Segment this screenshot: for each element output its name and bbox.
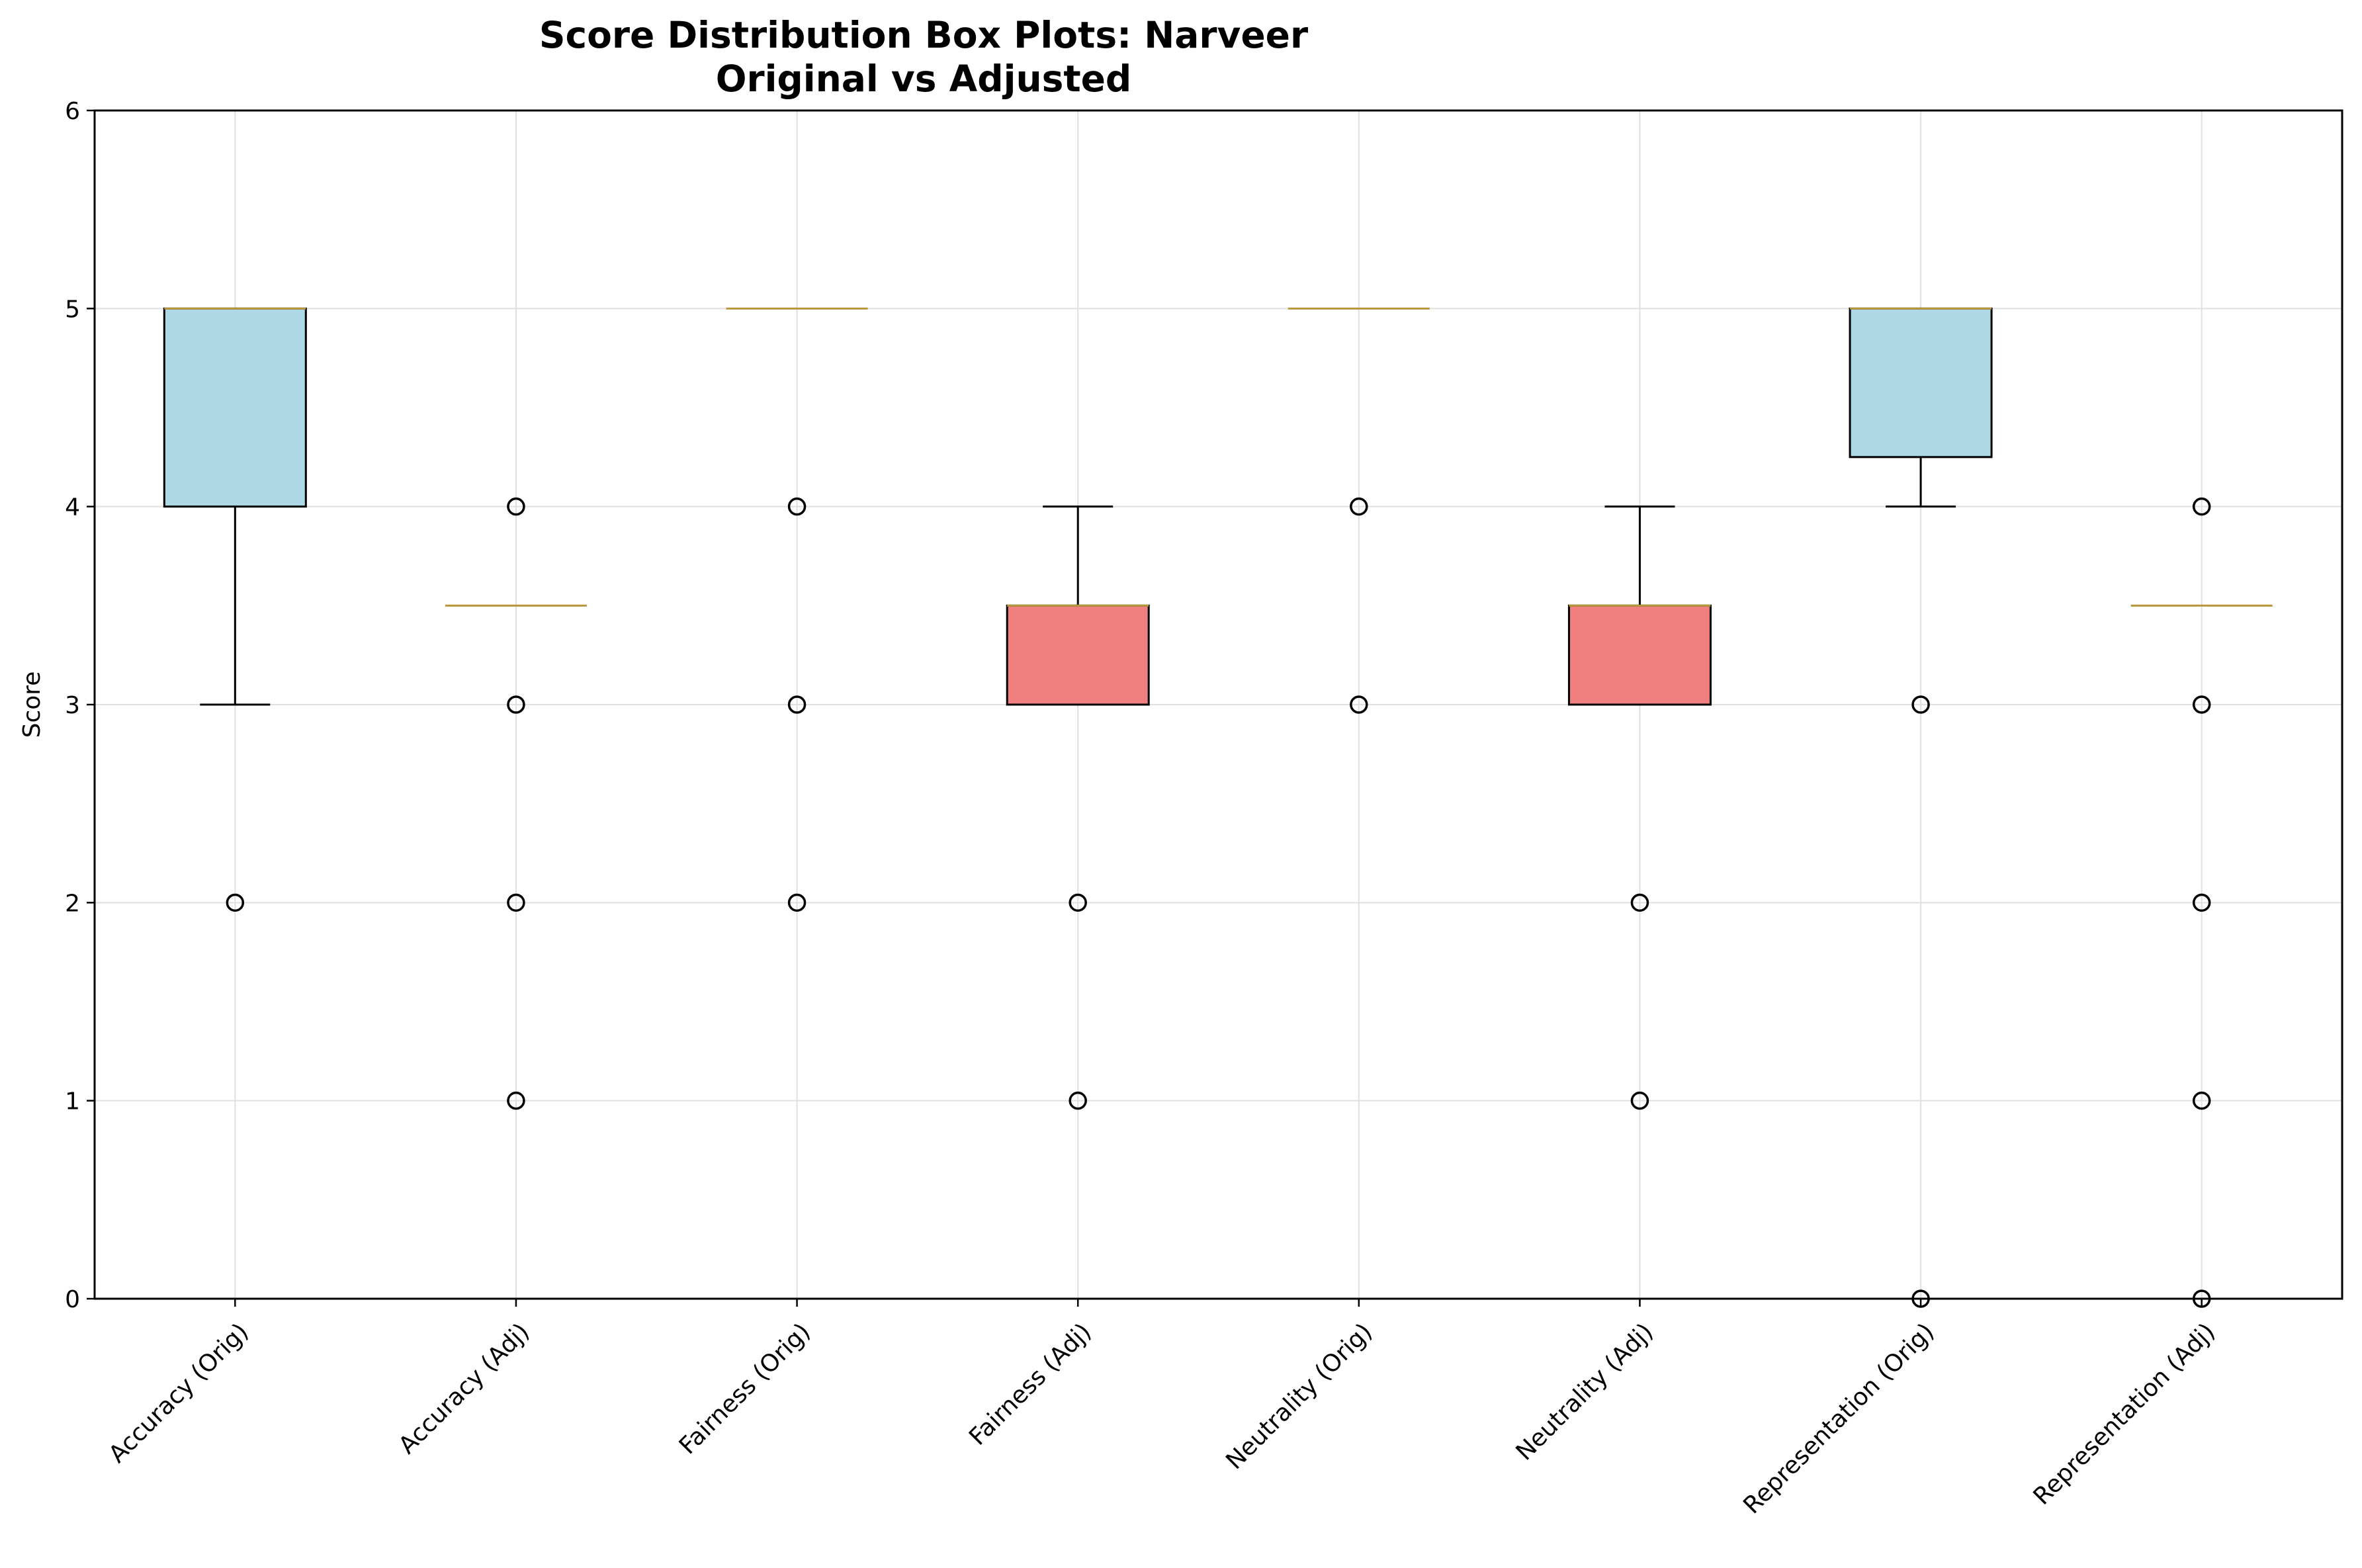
- outlier-point: [507, 497, 525, 516]
- outlier-point: [1069, 893, 1087, 912]
- chart-title: Score Distribution Box Plots: Narveer: [539, 14, 1308, 56]
- box-group: [1006, 505, 1150, 1110]
- x-tick-label: Neutrality (Adj): [1511, 1318, 1659, 1465]
- x-tick-label: Representation (Adj): [2029, 1318, 2220, 1510]
- y-tick-label: 3: [65, 692, 80, 719]
- y-tick-label: 6: [65, 98, 80, 125]
- outlier-point: [787, 893, 807, 912]
- x-tick-label: Accuracy (Orig): [104, 1318, 254, 1468]
- box-group: [445, 497, 587, 1110]
- box-layer: [163, 307, 2273, 1308]
- y-tick-label: 2: [65, 890, 80, 917]
- chart-subtitle: Original vs Adjusted: [716, 58, 1132, 100]
- y-tick-label: 0: [65, 1286, 80, 1313]
- outlier-point: [1630, 893, 1649, 912]
- box-body: [163, 307, 307, 508]
- x-tick-label: Accuracy (Adj): [394, 1318, 535, 1459]
- outlier-point: [2192, 893, 2211, 912]
- outlier-point: [507, 1091, 525, 1110]
- box-group: [1849, 307, 1993, 1308]
- outlier-point: [1350, 497, 1368, 516]
- outlier-point: [2192, 1091, 2211, 1110]
- x-tick-label: Neutrality (Orig): [1221, 1318, 1378, 1475]
- grid-layer: [95, 110, 2342, 1299]
- y-axis-label: Score: [19, 672, 46, 738]
- outlier-point: [1350, 695, 1368, 714]
- box-group: [1288, 307, 1430, 714]
- outlier-point: [1069, 1091, 1087, 1110]
- box-group: [726, 307, 868, 912]
- box-group: [163, 307, 307, 912]
- outlier-point: [1911, 695, 1930, 714]
- outlier-point: [787, 695, 807, 714]
- x-tick-label: Representation (Orig): [1738, 1318, 1939, 1519]
- box-body: [1567, 604, 1712, 706]
- outlier-point: [787, 497, 807, 516]
- outlier-point: [226, 893, 245, 912]
- outlier-point: [2192, 695, 2211, 714]
- box-body: [1849, 307, 1993, 458]
- box-group: [2130, 497, 2273, 1308]
- box-body: [1006, 604, 1150, 706]
- outlier-point: [2192, 497, 2211, 516]
- outlier-point: [507, 695, 525, 714]
- box-group: [1567, 505, 1712, 1110]
- outlier-point: [1630, 1091, 1649, 1110]
- x-tick-label: Fairness (Orig): [674, 1318, 816, 1459]
- y-tick-label: 5: [65, 296, 80, 323]
- y-tick-label: 4: [65, 494, 80, 521]
- outlier-point: [507, 893, 525, 912]
- x-tick-label: Fairness (Adj): [964, 1318, 1096, 1450]
- y-tick-label: 1: [65, 1088, 80, 1115]
